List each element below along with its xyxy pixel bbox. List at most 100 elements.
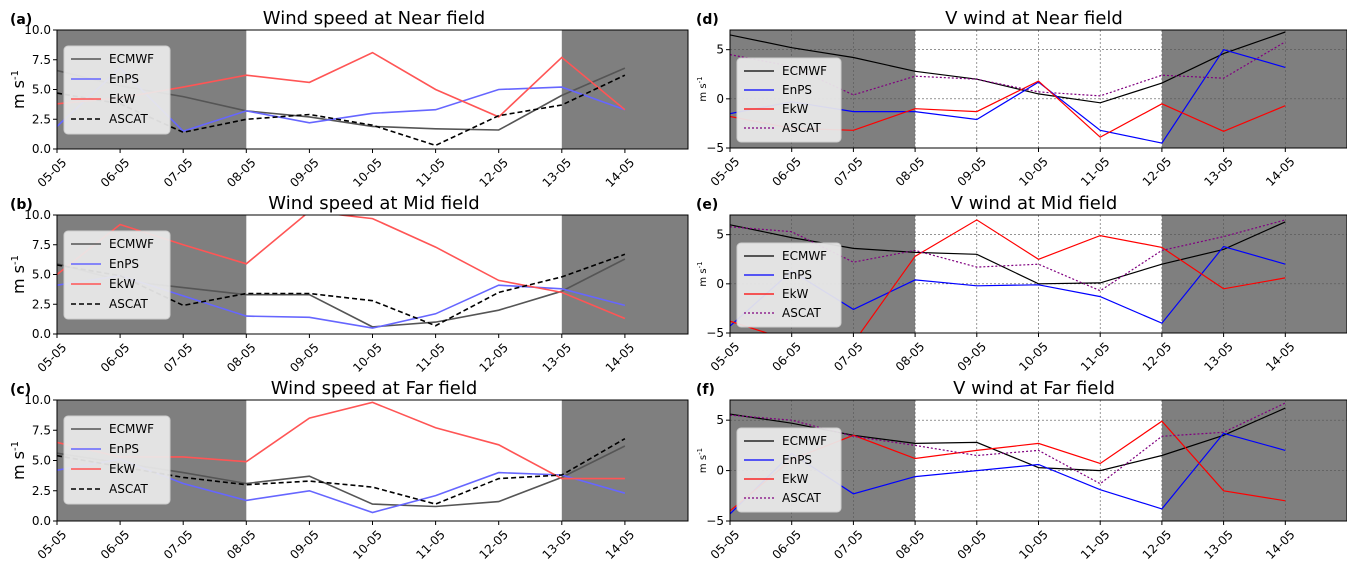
shaded-period [1161,215,1347,333]
y-tick-label: 10.0 [24,208,51,222]
x-tick-label: 12-05 [1140,154,1175,189]
legend-label-enps: EnPS [782,268,812,282]
y-tick-label: 0.0 [32,514,51,528]
x-tick-label: 08-05 [224,340,259,375]
panel-label: (d) [696,12,719,28]
x-tick-label: 07-05 [161,155,196,190]
x-tick-label: 07-05 [831,527,866,561]
panel-title: V wind at Mid field [951,193,1118,214]
panel-label: (b) [10,197,33,213]
x-tick-label: 08-05 [224,527,259,561]
x-tick-label: 10-05 [350,527,385,561]
legend: ECMWF EnPS EkW ASCAT [736,427,842,513]
x-tick-label: 12-05 [476,340,511,375]
x-tick-label: 13-05 [540,340,575,375]
x-tick-label: 12-05 [476,155,511,190]
y-tick-label: 5.0 [32,83,51,97]
y-axis-label: m s-1 [9,70,28,109]
panel-c: 0.0 2.5 5.0 7.5 10.0 05-05 06-05 07-05 08-05 09-0… [9,378,689,561]
series-line-ekw [730,219,1286,333]
legend-label-enps: EnPS [782,83,812,97]
legend-label-ekw: EkW [782,287,809,301]
legend-box [736,427,842,513]
shaded-period [561,215,688,334]
x-tick-label: 08-05 [224,155,259,190]
y-tick-label: 5 [716,413,724,427]
x-tick-label: 06-05 [769,339,804,374]
x-tick-label: 11-05 [413,527,448,561]
panel-e: −5 0 5 05-05 06-05 07-05 08-05 09-05 10-05 11-05 1… [696,193,1347,374]
y-tick-label: 5 [716,228,724,242]
x-tick-label: 14-05 [1263,154,1298,189]
x-tick-label: 09-05 [955,154,990,189]
x-tick-label: 14-05 [603,527,638,561]
x-tick-label: 10-05 [1016,527,1051,561]
x-tick-label: 14-05 [603,340,638,375]
x-tick-label: 11-05 [1078,339,1113,374]
y-tick-label: 0.0 [32,327,51,341]
series-line-ecmwf [730,31,1286,104]
x-tick-label: 08-05 [893,527,928,561]
shaded-period [1161,30,1347,148]
x-tick-label: 09-05 [287,340,322,375]
x-tick-label: 07-05 [161,340,196,375]
y-tick-label: 0 [716,92,724,106]
legend-label-ekw: EkW [109,277,136,291]
y-tick-label: 2.5 [32,484,51,498]
y-tick-label: 7.5 [32,423,51,437]
x-tick-label: 12-05 [1140,339,1175,374]
panel-title: Wind speed at Mid field [268,193,479,214]
y-axis-label: m s-1 [696,261,709,286]
panel-title: Wind speed at Near field [263,8,485,29]
x-tick-label: 06-05 [98,527,133,561]
legend-box [63,415,171,505]
y-tick-label: 2.5 [32,297,51,311]
x-tick-label: 10-05 [1016,339,1051,374]
legend-label-enps: EnPS [782,453,812,467]
panel-label: (f) [696,382,715,398]
y-tick-label: −5 [706,326,724,340]
legend-label-ecmwf: ECMWF [109,422,154,436]
x-tick-label: 09-05 [955,339,990,374]
legend-label-ecmwf: ECMWF [782,64,827,78]
x-tick-label: 07-05 [161,527,196,561]
legend-label-ascat: ASCAT [782,121,821,135]
panel-label: (a) [10,12,32,28]
x-tick-label: 13-05 [1201,527,1236,561]
x-tick-label: 09-05 [955,527,990,561]
legend-label-enps: EnPS [109,257,139,271]
legend-box [736,242,842,328]
x-tick-label: 05-05 [35,340,70,375]
legend-box [63,230,171,320]
y-tick-label: 5 [716,43,724,57]
x-tick-label: 07-05 [831,339,866,374]
x-tick-label: 11-05 [1078,154,1113,189]
y-axis-label: m s-1 [696,76,709,101]
y-tick-label: 10.0 [24,393,51,407]
x-tick-label: 13-05 [540,155,575,190]
x-tick-label: 05-05 [708,154,743,189]
x-tick-label: 14-05 [1263,527,1298,561]
x-tick-label: 11-05 [413,340,448,375]
panel-title: Wind speed at Far field [271,378,478,399]
y-tick-label: 2.5 [32,112,51,126]
x-tick-label: 13-05 [1201,339,1236,374]
x-tick-label: 09-05 [287,527,322,561]
legend: ECMWF EnPS EkW ASCAT [736,242,842,328]
legend-label-ecmwf: ECMWF [782,249,827,263]
x-tick-label: 06-05 [98,340,133,375]
x-tick-label: 11-05 [413,155,448,190]
y-axis-label: m s-1 [696,448,709,473]
legend-label-ecmwf: ECMWF [109,52,154,66]
x-tick-label: 08-05 [893,154,928,189]
x-tick-label: 08-05 [893,339,928,374]
legend-label-ecmwf: ECMWF [109,237,154,251]
y-tick-label: −5 [706,141,724,155]
x-tick-label: 05-05 [35,155,70,190]
legend-label-ascat: ASCAT [782,491,821,505]
y-tick-label: 0 [716,464,724,478]
x-tick-label: 10-05 [350,340,385,375]
legend-label-ascat: ASCAT [109,112,148,126]
legend: ECMWF EnPS EkW ASCAT [63,415,171,505]
panel-label: (e) [696,197,718,213]
